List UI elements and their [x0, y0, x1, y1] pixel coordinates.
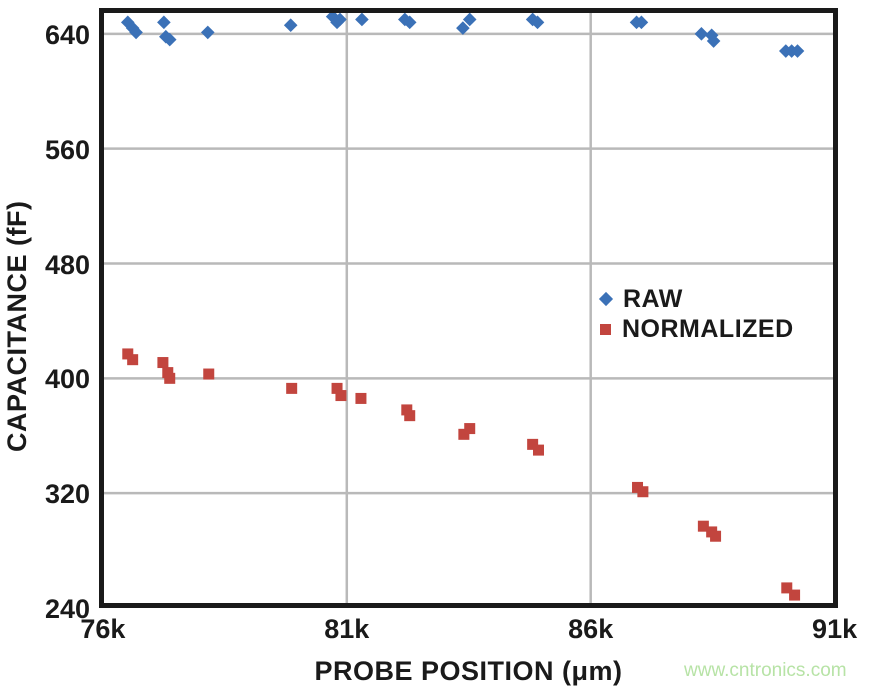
y-tick-label: 560: [44, 134, 90, 165]
x-tick-label: 76k: [80, 614, 126, 644]
x-axis-title: PROBE POSITION (μm): [314, 656, 623, 686]
normalized-data-point: [162, 367, 174, 379]
raw-data-point: [530, 15, 545, 30]
y-tick-label: 240: [44, 594, 90, 624]
normalized-data-point: [464, 423, 476, 435]
legend-label-normalized: NORMALIZED: [622, 314, 794, 343]
raw-data-point: [694, 27, 709, 41]
normalized-data-point: [458, 428, 470, 440]
normalized-data-point: [122, 348, 134, 360]
plot-frame: [99, 8, 838, 608]
normalized-data-point: [164, 372, 176, 384]
raw-data-point: [325, 9, 340, 24]
watermark: www.cntronics.com: [684, 660, 847, 681]
raw-data-point: [333, 12, 347, 27]
y-tick-label: 480: [44, 249, 90, 280]
normalized-data-point: [697, 520, 709, 532]
normalized-data-point: [404, 410, 416, 422]
legend-item-raw: RAW: [598, 284, 794, 314]
y-tick-label: 640: [44, 19, 90, 50]
normalized-data-point: [286, 382, 298, 394]
y-tick-label: 400: [44, 364, 90, 395]
raw-data-point: [157, 15, 171, 30]
raw-data-point: [162, 32, 177, 47]
legend-item-normalized: NORMALIZED: [598, 314, 794, 344]
normalized-data-point: [710, 530, 722, 542]
normalized-data-point: [335, 390, 347, 402]
legend: RAW NORMALIZED: [598, 284, 794, 344]
raw-data-point: [129, 25, 143, 40]
normalized-data-point: [637, 486, 649, 498]
raw-data-point: [634, 15, 649, 30]
square-icon: [600, 323, 611, 335]
raw-data-point: [462, 12, 477, 27]
x-tick-label: 91k: [812, 614, 858, 644]
y-tick-label: 320: [44, 479, 90, 510]
normalized-data-point: [789, 589, 801, 601]
y-axis-title: CAPACITANCE (fF): [2, 200, 32, 452]
raw-data-point: [456, 21, 470, 35]
normalized-data-point: [203, 368, 215, 380]
raw-data-point: [283, 18, 298, 33]
x-tick-label: 81k: [324, 614, 370, 644]
diamond-icon: [598, 291, 614, 307]
normalized-data-point: [127, 354, 139, 366]
normalized-data-point: [401, 404, 413, 416]
normalized-data-point: [355, 392, 367, 404]
raw-data-point: [704, 28, 719, 43]
raw-data-point: [790, 44, 805, 58]
normalized-data-point: [532, 444, 544, 456]
legend-label-raw: RAW: [623, 284, 683, 313]
raw-data-point: [706, 34, 721, 48]
raw-data-point: [355, 12, 369, 27]
normalized-data-point: [331, 382, 343, 394]
raw-data-point: [402, 15, 417, 30]
normalized-data-point: [527, 438, 539, 450]
normalized-data-point: [157, 357, 169, 369]
x-tick-label: 86k: [568, 614, 614, 644]
normalized-data-point: [781, 582, 793, 594]
raw-data-point: [125, 21, 140, 35]
raw-data-point: [200, 25, 215, 40]
